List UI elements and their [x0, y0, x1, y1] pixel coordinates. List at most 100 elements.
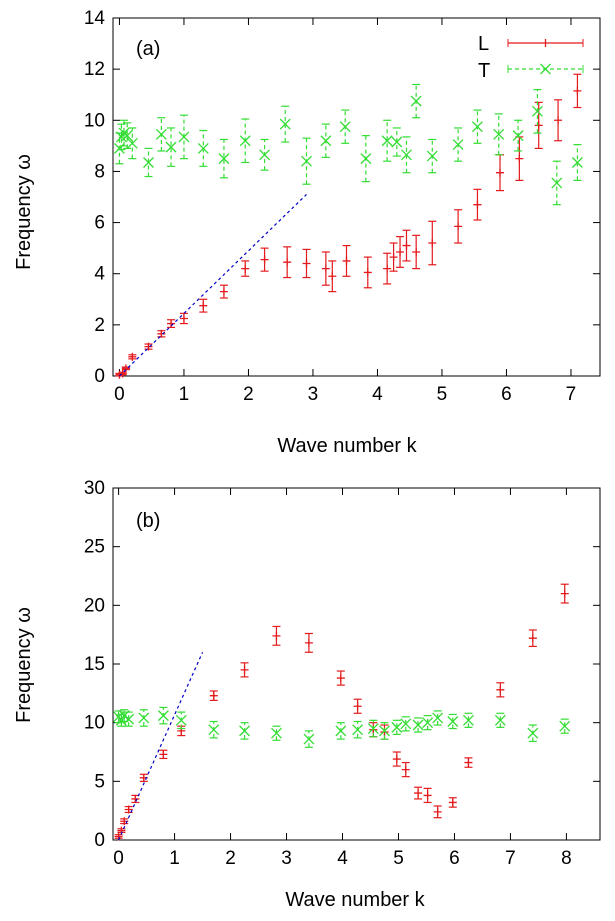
- plus-marker: [402, 241, 411, 250]
- y-tick-label: 0: [94, 830, 105, 851]
- l-data-point: [473, 188, 482, 221]
- t-data-point: [422, 715, 434, 731]
- y-tick-label: 2: [94, 315, 105, 336]
- plus-marker: [328, 272, 337, 281]
- legend-label-t: T: [478, 60, 490, 82]
- t-data-point: [381, 119, 393, 162]
- t-data-point: [494, 712, 506, 728]
- plus-marker: [179, 314, 188, 323]
- plus-marker: [414, 789, 423, 798]
- cross-marker: [279, 118, 291, 130]
- x-tick-label: 1: [169, 848, 180, 869]
- t-data-point: [410, 83, 422, 119]
- y-tick-label: 12: [84, 59, 105, 80]
- cross-marker: [471, 121, 483, 133]
- cross-marker: [571, 157, 583, 168]
- plus-marker: [121, 364, 130, 373]
- cross-marker: [175, 714, 187, 726]
- y-tick-label: 10: [84, 713, 105, 734]
- plus-marker: [573, 86, 582, 95]
- l-data-point: [302, 248, 311, 279]
- l-data-point: [528, 629, 537, 648]
- t-data-point: [527, 724, 539, 743]
- cross-marker: [197, 142, 209, 154]
- cross-marker: [559, 720, 571, 732]
- t-data-point: [401, 136, 412, 174]
- panel-b-label: (b): [136, 510, 160, 532]
- t-data-point: [123, 711, 135, 727]
- cross-marker: [551, 177, 563, 189]
- l-data-point: [304, 632, 313, 653]
- plus-marker: [128, 352, 137, 361]
- y-tick-label: 25: [84, 537, 105, 558]
- l-data-point: [209, 690, 218, 701]
- t-data-point: [367, 719, 379, 738]
- plus-marker: [209, 691, 218, 700]
- l-data-point: [433, 805, 442, 819]
- plus-marker: [124, 805, 133, 814]
- t-data-point: [379, 722, 390, 740]
- l-data-point: [464, 757, 473, 768]
- plus-marker: [260, 255, 269, 264]
- t-data-point: [121, 122, 133, 150]
- panel-a-label: (a): [136, 38, 160, 60]
- cross-marker: [239, 135, 251, 147]
- x-tick-label: 2: [243, 384, 254, 405]
- plus-marker: [496, 168, 505, 177]
- plus-marker: [454, 222, 463, 231]
- l-data-point: [454, 209, 463, 244]
- plus-marker: [496, 685, 505, 694]
- panel-b-x-axis-label: Wave number k: [285, 889, 425, 911]
- t-data-point: [531, 88, 543, 134]
- t-data-point: [303, 730, 315, 748]
- l-data-point: [496, 682, 505, 698]
- fit-line: [118, 652, 204, 841]
- plus-marker: [199, 301, 208, 310]
- cross-marker: [462, 714, 474, 726]
- l-data-point: [402, 229, 411, 262]
- t-data-point: [471, 109, 483, 144]
- x-tick-label: 0: [114, 384, 125, 405]
- plus-marker: [342, 256, 351, 265]
- plus-marker: [560, 589, 569, 598]
- plus-marker: [528, 634, 537, 643]
- t-data-point: [452, 127, 464, 162]
- x-tick-label: 4: [372, 384, 383, 405]
- panel-b-y-axis-label: Frequency ω: [13, 607, 35, 723]
- cross-marker: [400, 718, 412, 730]
- fit-line: [119, 194, 307, 377]
- l-data-point: [159, 749, 168, 760]
- cross-marker: [121, 130, 133, 142]
- plus-marker: [167, 319, 176, 328]
- x-tick-label: 1: [179, 384, 190, 405]
- legend-label-l: L: [478, 33, 489, 55]
- t-data-point: [493, 113, 505, 156]
- plus-marker: [241, 264, 250, 273]
- t-data-point: [113, 132, 125, 165]
- l-data-point: [272, 625, 281, 646]
- cross-marker: [412, 719, 424, 731]
- l-data-point: [260, 247, 269, 272]
- y-tick-label: 5: [94, 771, 105, 792]
- t-data-point: [551, 160, 563, 206]
- t-data-point: [218, 138, 230, 179]
- t-data-point: [279, 105, 291, 143]
- cross-marker: [432, 712, 444, 724]
- plus-marker: [336, 674, 345, 683]
- y-tick-label: 10: [84, 110, 105, 131]
- t-data-point: [155, 117, 167, 152]
- cross-marker: [447, 716, 459, 727]
- l-data-point: [412, 234, 421, 270]
- plus-marker: [383, 264, 392, 273]
- plus-marker: [321, 264, 330, 273]
- cross-marker: [259, 149, 271, 161]
- plus-marker: [363, 268, 372, 277]
- t-data-point: [138, 709, 150, 727]
- cross-marker: [270, 727, 282, 739]
- x-tick-label: 2: [225, 848, 236, 869]
- cross-marker: [493, 128, 505, 140]
- cross-marker: [239, 725, 251, 737]
- t-data-point: [360, 135, 372, 183]
- x-tick-label: 5: [437, 384, 448, 405]
